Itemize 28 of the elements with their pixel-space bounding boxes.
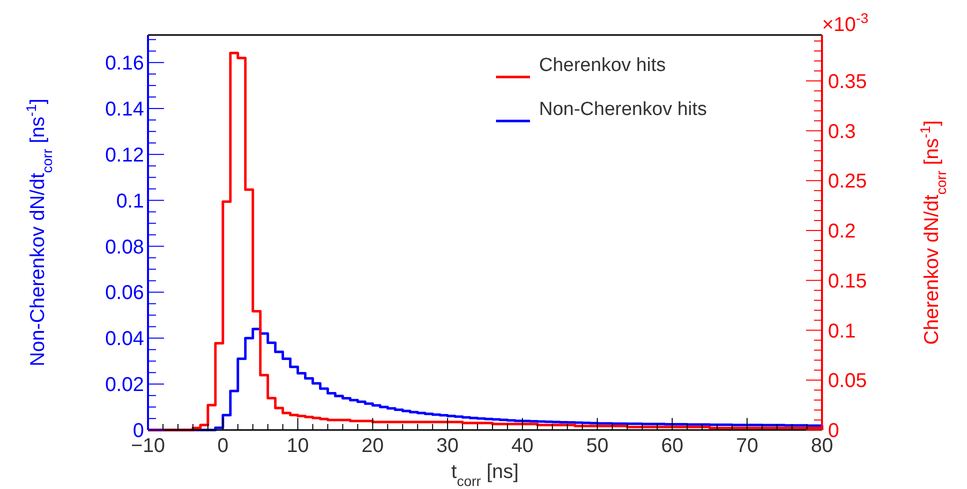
y-tick-label: 0.08 xyxy=(105,236,144,258)
legend-label: Cherenkov hits xyxy=(539,55,666,76)
y-tick-label: 0.1 xyxy=(116,190,144,212)
y2-tick-label: 0.25 xyxy=(828,170,867,193)
x-tick-label: 10 xyxy=(286,435,309,457)
y2-tick-label: 0.15 xyxy=(828,270,867,292)
y-tick-label: 0 xyxy=(132,420,144,442)
x-tick-label: 40 xyxy=(511,435,534,457)
y-tick-label: 0.16 xyxy=(105,52,144,75)
text: ×10$^{-3}$ xyxy=(822,10,869,36)
x-tick-label: 20 xyxy=(362,435,384,457)
legend-label: Non-Cherenkov hits xyxy=(539,99,707,120)
y-tick-label: 0.14 xyxy=(105,98,144,120)
x-tick-label: 30 xyxy=(436,435,459,457)
x-tick-label: 50 xyxy=(586,435,608,457)
x-tick-label: 60 xyxy=(661,435,684,457)
y2-tick-label: 0.2 xyxy=(828,220,856,243)
y2-tick-label: 0.35 xyxy=(828,70,867,93)
y2-tick-label: 0.1 xyxy=(828,320,856,342)
y-tick-label: 0.04 xyxy=(105,328,144,350)
y-tick-label: 0.06 xyxy=(105,282,144,304)
x-axis-title: t$_{corr}$ [ns] xyxy=(451,461,519,489)
y-tick-label: 0.12 xyxy=(105,144,144,166)
y-tick-label: 0.02 xyxy=(105,374,144,396)
x-tick-label: 0 xyxy=(217,435,228,457)
y2-tick-label: 0.05 xyxy=(828,370,867,392)
y2-tick-label: 0.3 xyxy=(828,120,856,143)
x-tick-label: 70 xyxy=(736,435,758,457)
